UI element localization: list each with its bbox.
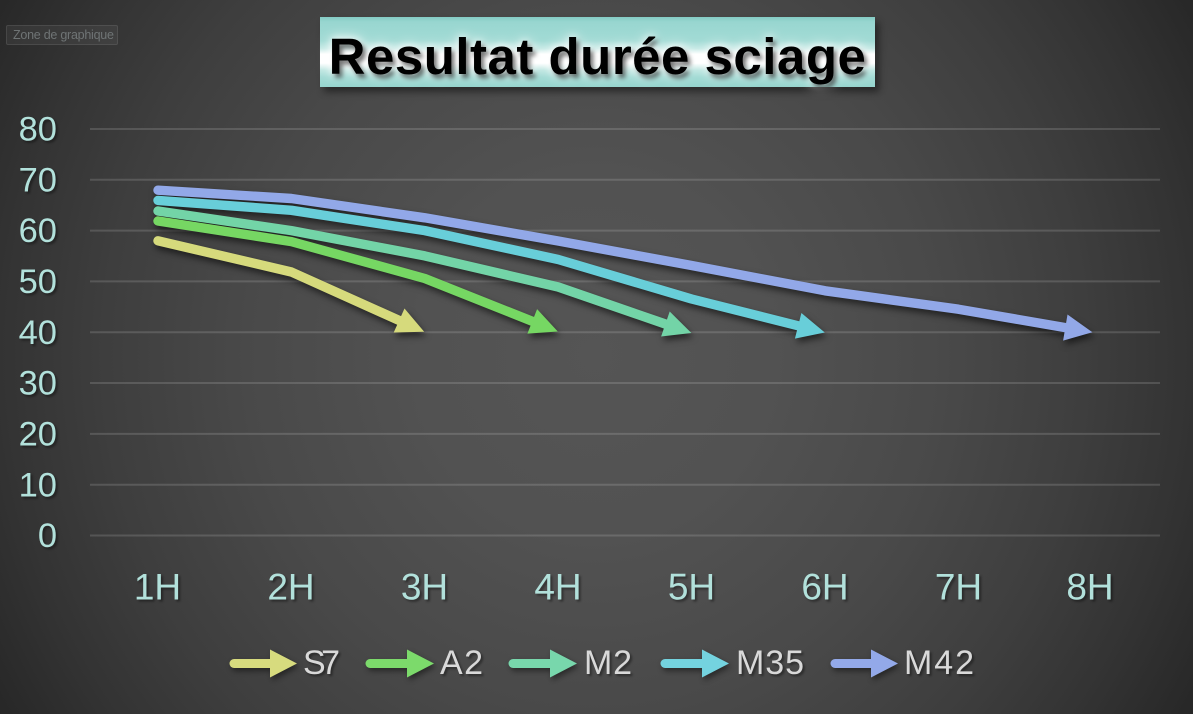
svg-text:8H: 8H [1066,567,1113,608]
svg-text:70: 70 [19,161,57,199]
svg-text:40: 40 [19,314,57,352]
svg-text:30: 30 [19,365,57,403]
svg-text:A2: A2 [440,644,483,682]
svg-text:5H: 5H [668,567,715,608]
svg-text:0: 0 [38,517,57,555]
svg-text:20: 20 [19,416,57,454]
svg-text:1H: 1H [134,567,181,608]
svg-text:80: 80 [19,111,57,149]
svg-text:10: 10 [19,466,57,504]
svg-text:2H: 2H [267,567,314,608]
svg-text:50: 50 [19,263,57,301]
svg-text:M2: M2 [584,644,632,682]
svg-text:4H: 4H [534,567,581,608]
svg-text:3H: 3H [401,567,448,608]
svg-text:6H: 6H [801,567,848,608]
svg-text:60: 60 [19,212,57,250]
svg-text:M35: M35 [736,644,804,682]
svg-text:S7: S7 [303,644,340,682]
svg-text:7H: 7H [935,567,982,608]
svg-text:M42: M42 [904,644,974,682]
